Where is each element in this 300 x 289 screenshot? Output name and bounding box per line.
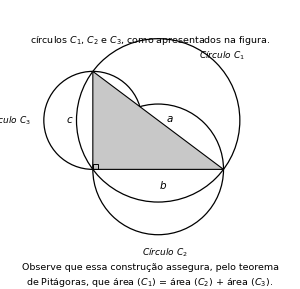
Text: Círculo $C_1$: Círculo $C_1$ [199, 49, 245, 62]
Text: Círculo $C_3$: Círculo $C_3$ [0, 114, 31, 127]
Text: Observe que essa construção assegura, pelo teorema: Observe que essa construção assegura, pe… [22, 263, 278, 272]
Text: círculos $C_1$, $C_2$ e $C_3$, como apresentados na figura.: círculos $C_1$, $C_2$ e $C_3$, como apre… [30, 34, 270, 47]
Text: de Pitágoras, que área $(C_1)$ = área $(C_2)$ + área $(C_3)$.: de Pitágoras, que área $(C_1)$ = área $(… [26, 276, 274, 289]
Text: $c$: $c$ [66, 115, 74, 125]
Text: $b$: $b$ [159, 179, 167, 190]
Text: $a$: $a$ [166, 114, 174, 124]
Polygon shape [93, 71, 224, 169]
Text: Círculo $C_2$: Círculo $C_2$ [142, 246, 188, 259]
